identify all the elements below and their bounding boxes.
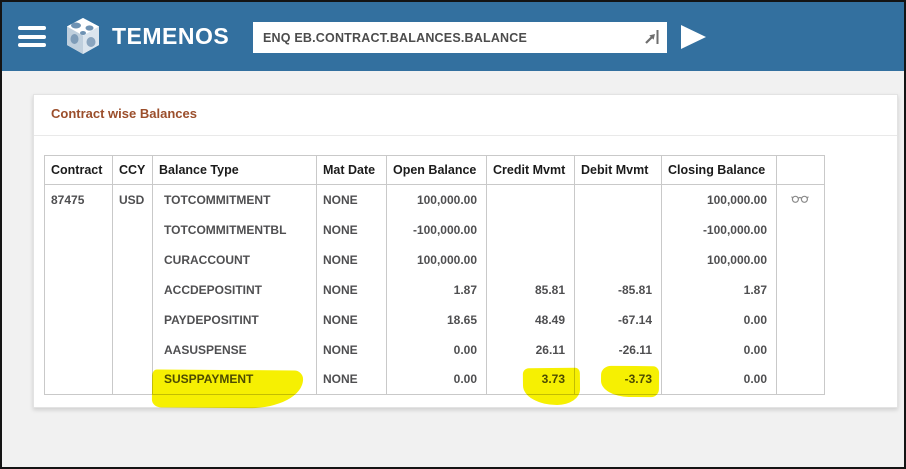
cell-credit-mvmt: 26.11 xyxy=(486,334,575,365)
cell-closing-balance: 1.87 xyxy=(661,274,777,305)
run-enquiry-button[interactable] xyxy=(681,25,706,49)
cell-contract xyxy=(44,364,113,395)
cell-actions xyxy=(776,244,825,275)
cell-credit-mvmt: 3.73 xyxy=(486,364,575,395)
cell-balance-type: SUSPPAYMENT xyxy=(152,364,317,395)
enquiry-result-panel: Contract wise Balances Contract CCY Bala… xyxy=(33,94,898,409)
cell-balance-type: TOTCOMMITMENT xyxy=(152,184,317,215)
table-row: CURACCOUNT NONE 100,000.00 100,000.00 xyxy=(44,244,825,275)
cell-actions xyxy=(776,274,825,305)
cell-credit-mvmt xyxy=(486,184,575,215)
cell-credit-mvmt xyxy=(486,214,575,245)
col-contract: Contract xyxy=(44,155,113,185)
cell-mat-date: NONE xyxy=(316,214,387,245)
col-debit-mvmt: Debit Mvmt xyxy=(574,155,662,185)
eyeglasses-drilldown-icon[interactable] xyxy=(791,193,810,204)
cell-mat-date: NONE xyxy=(316,184,387,215)
cell-credit-mvmt xyxy=(486,244,575,275)
cell-debit-mvmt: -26.11 xyxy=(574,334,662,365)
top-banner: TEMENOS xyxy=(2,2,904,71)
header-row: Contract CCY Balance Type Mat Date Open … xyxy=(44,155,825,185)
cell-mat-date: NONE xyxy=(316,364,387,395)
cell-balance-type: TOTCOMMITMENTBL xyxy=(152,214,317,245)
cell-closing-balance: -100,000.00 xyxy=(661,214,777,245)
cell-actions xyxy=(776,214,825,245)
cell-closing-balance: 100,000.00 xyxy=(661,244,777,275)
cell-credit-mvmt: 48.49 xyxy=(486,304,575,335)
cell-actions xyxy=(776,184,825,215)
temenos-logo: TEMENOS xyxy=(62,14,229,58)
cell-actions xyxy=(776,304,825,335)
cell-credit-mvmt: 85.81 xyxy=(486,274,575,305)
cell-debit-mvmt xyxy=(574,214,662,245)
table-row: 87475 USD TOTCOMMITMENT NONE 100,000.00 … xyxy=(44,184,825,215)
cell-contract xyxy=(44,334,113,365)
cell-actions xyxy=(776,334,825,365)
cell-closing-balance: 0.00 xyxy=(661,364,777,395)
table-row: ACCDEPOSITINT NONE 1.87 85.81 -85.81 1.8… xyxy=(44,274,825,305)
temenos-globe-icon xyxy=(67,18,99,54)
cell-balance-type: PAYDEPOSITINT xyxy=(152,304,317,335)
cell-contract xyxy=(44,244,113,275)
cell-debit-mvmt: -3.73 xyxy=(574,364,662,395)
col-credit-mvmt: Credit Mvmt xyxy=(486,155,575,185)
cell-balance-type: CURACCOUNT xyxy=(152,244,317,275)
cell-ccy xyxy=(112,214,153,245)
cell-closing-balance: 0.00 xyxy=(661,334,777,365)
table-row: TOTCOMMITMENTBL NONE -100,000.00 -100,00… xyxy=(44,214,825,245)
cell-mat-date: NONE xyxy=(316,334,387,365)
table-row-highlighted: SUSPPAYMENT NONE 0.00 3.73 -3.73 0.00 xyxy=(44,364,825,395)
cell-ccy xyxy=(112,304,153,335)
cell-closing-balance: 100,000.00 xyxy=(661,184,777,215)
cell-closing-balance: 0.00 xyxy=(661,304,777,335)
cell-open-balance: 1.87 xyxy=(386,274,487,305)
cell-mat-date: NONE xyxy=(316,244,387,275)
menu-icon[interactable] xyxy=(18,26,46,47)
col-closing-balance: Closing Balance xyxy=(661,155,777,185)
col-mat-date: Mat Date xyxy=(316,155,387,185)
cell-mat-date: NONE xyxy=(316,274,387,305)
table-row: AASUSPENSE NONE 0.00 26.11 -26.11 0.00 xyxy=(44,334,825,365)
col-ccy: CCY xyxy=(112,155,153,185)
cell-debit-mvmt xyxy=(574,184,662,215)
table-row: PAYDEPOSITINT NONE 18.65 48.49 -67.14 0.… xyxy=(44,304,825,335)
cell-open-balance: 0.00 xyxy=(386,364,487,395)
cell-open-balance: 18.65 xyxy=(386,304,487,335)
enquiry-title: Contract wise Balances xyxy=(51,106,197,121)
cell-contract xyxy=(44,274,113,305)
command-line-box xyxy=(253,22,667,53)
cell-contract xyxy=(44,214,113,245)
cell-open-balance: 100,000.00 xyxy=(386,244,487,275)
cell-open-balance: -100,000.00 xyxy=(386,214,487,245)
balances-grid: Contract CCY Balance Type Mat Date Open … xyxy=(44,155,825,395)
cell-debit-mvmt: -85.81 xyxy=(574,274,662,305)
cell-open-balance: 0.00 xyxy=(386,334,487,365)
cell-ccy: USD xyxy=(112,184,153,215)
cell-debit-mvmt: -67.14 xyxy=(574,304,662,335)
cell-contract: 87475 xyxy=(44,184,113,215)
cell-ccy xyxy=(112,244,153,275)
cell-balance-type: ACCDEPOSITINT xyxy=(152,274,317,305)
command-input[interactable] xyxy=(253,22,667,53)
col-balance-type: Balance Type xyxy=(152,155,317,185)
col-open-balance: Open Balance xyxy=(386,155,487,185)
cell-contract xyxy=(44,304,113,335)
cell-ccy xyxy=(112,364,153,395)
cell-ccy xyxy=(112,334,153,365)
cell-ccy xyxy=(112,274,153,305)
go-arrow-icon[interactable] xyxy=(642,27,662,47)
cell-mat-date: NONE xyxy=(316,304,387,335)
col-actions xyxy=(776,155,825,185)
title-divider xyxy=(34,135,897,136)
cell-debit-mvmt xyxy=(574,244,662,275)
cell-open-balance: 100,000.00 xyxy=(386,184,487,215)
brand-name: TEMENOS xyxy=(112,22,230,49)
cell-balance-type: AASUSPENSE xyxy=(152,334,317,365)
cell-actions xyxy=(776,364,825,395)
